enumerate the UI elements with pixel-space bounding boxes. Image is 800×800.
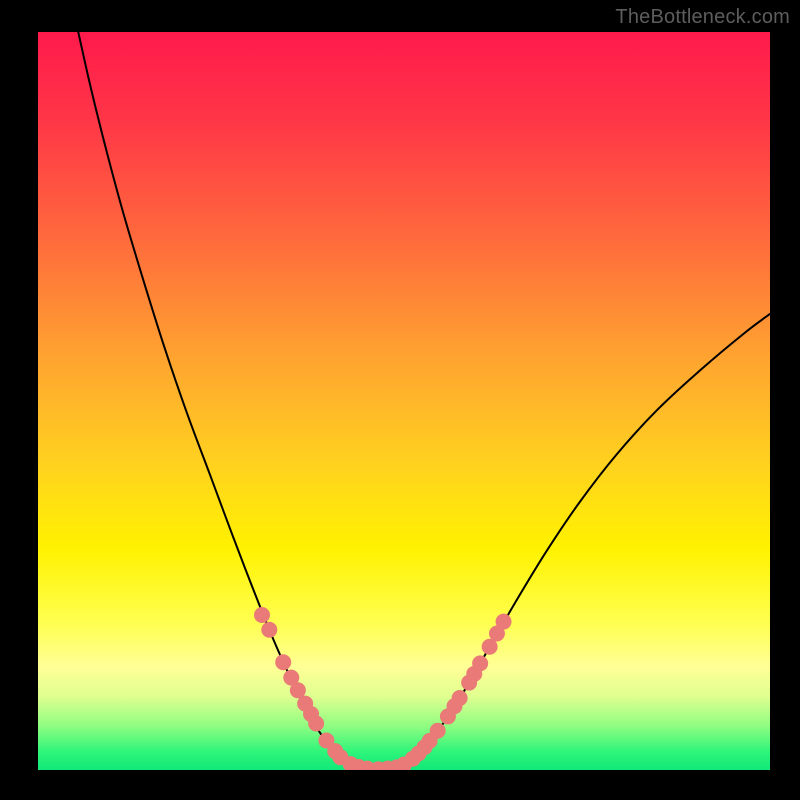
marker-dot (262, 622, 277, 637)
marker-dot (309, 716, 324, 731)
chart-background (38, 32, 770, 770)
marker-dot (473, 656, 488, 671)
marker-dot (452, 691, 467, 706)
marker-dot (496, 614, 511, 629)
chart-area (38, 32, 770, 770)
chart-root: TheBottleneck.com (0, 0, 800, 800)
marker-dot (290, 683, 305, 698)
bottleneck-curve-chart (38, 32, 770, 770)
marker-dot (276, 655, 291, 670)
marker-dot (430, 723, 445, 738)
watermark-text: TheBottleneck.com (615, 6, 790, 29)
marker-dot (482, 639, 497, 654)
marker-dot (254, 608, 269, 623)
